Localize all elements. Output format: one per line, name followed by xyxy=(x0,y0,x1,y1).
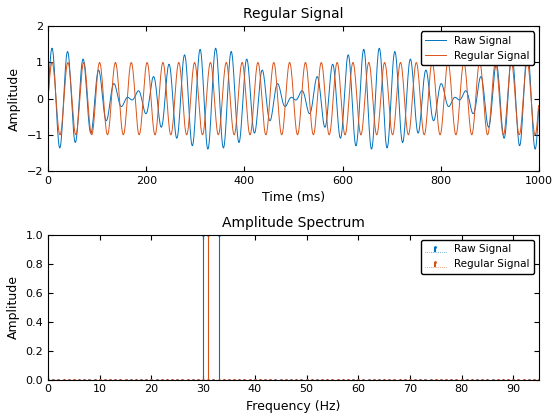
Raw Signal xyxy=(535,106,542,111)
Raw Signal xyxy=(244,57,250,62)
Line: Regular Signal: Regular Signal xyxy=(48,63,539,135)
Regular Signal xyxy=(428,61,435,66)
Title: Regular Signal: Regular Signal xyxy=(244,7,344,21)
Title: Amplitude Spectrum: Amplitude Spectrum xyxy=(222,215,365,230)
Y-axis label: Amplitude: Amplitude xyxy=(8,67,21,131)
X-axis label: Frequency (Hz): Frequency (Hz) xyxy=(246,400,341,413)
Raw Signal xyxy=(428,107,435,112)
Raw Signal xyxy=(532,147,539,152)
Regular Signal xyxy=(167,132,174,137)
Regular Signal xyxy=(437,132,444,137)
Line: Raw Signal: Raw Signal xyxy=(48,48,539,149)
Raw Signal xyxy=(382,134,389,139)
Raw Signal xyxy=(49,46,55,51)
Regular Signal xyxy=(244,108,250,113)
Legend: Raw Signal, Regular Signal: Raw Signal, Regular Signal xyxy=(421,240,534,274)
Regular Signal xyxy=(262,128,268,133)
Regular Signal xyxy=(95,66,101,71)
Legend: Raw Signal, Regular Signal: Raw Signal, Regular Signal xyxy=(421,32,534,65)
Raw Signal xyxy=(95,68,102,73)
Raw Signal xyxy=(262,79,268,84)
X-axis label: Time (ms): Time (ms) xyxy=(262,192,325,205)
Regular Signal xyxy=(382,61,389,66)
Raw Signal xyxy=(45,96,52,101)
Y-axis label: Amplitude: Amplitude xyxy=(7,275,20,339)
Regular Signal xyxy=(45,96,52,101)
Regular Signal xyxy=(413,60,419,65)
Regular Signal xyxy=(535,103,542,108)
Raw Signal xyxy=(437,84,444,89)
